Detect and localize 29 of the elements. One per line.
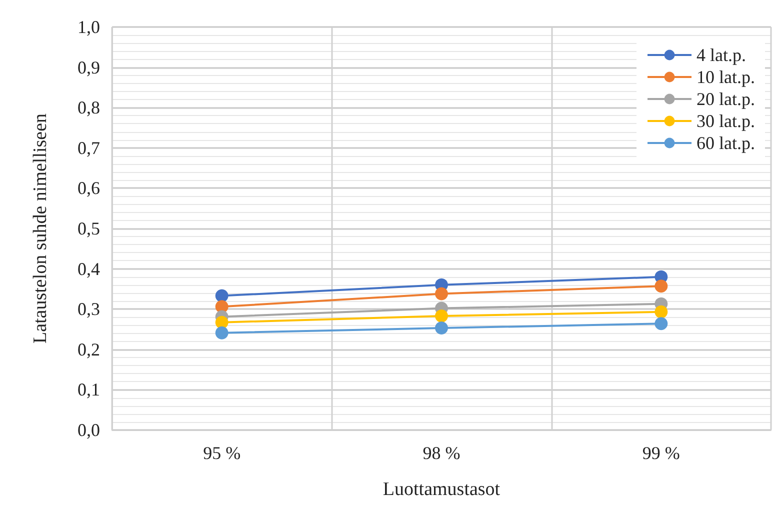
legend-label: 20 lat.p. bbox=[696, 89, 756, 109]
point bbox=[435, 322, 448, 335]
legend-label: 30 lat.p. bbox=[696, 111, 756, 131]
x-tick-label: 98 % bbox=[422, 443, 460, 463]
y-tick-label: 0,7 bbox=[78, 138, 100, 158]
point bbox=[654, 280, 668, 293]
y-tick-label: 0,2 bbox=[78, 339, 100, 360]
x-tick-label: 99 % bbox=[642, 443, 680, 463]
point bbox=[435, 287, 448, 300]
y-tick-label: 0,0 bbox=[78, 420, 100, 440]
point bbox=[654, 305, 668, 318]
y-tick-label: 0,3 bbox=[78, 299, 100, 320]
point bbox=[215, 289, 228, 302]
y-tick-label: 0,4 bbox=[78, 258, 100, 279]
x-axis-title: Luottamustasot bbox=[382, 479, 501, 500]
x-tick-label: 95 % bbox=[203, 443, 241, 463]
legend-label: 10 lat.p. bbox=[696, 67, 756, 87]
y-tick-label: 1,0 bbox=[78, 17, 100, 37]
y-tick-label: 0,8 bbox=[78, 98, 100, 118]
point bbox=[435, 309, 448, 322]
y-tick-label: 0,5 bbox=[78, 218, 100, 238]
y-tick-label: 0,1 bbox=[78, 380, 100, 400]
legend-label: 60 lat.p. bbox=[696, 133, 756, 153]
y-tick-label: 0,6 bbox=[78, 178, 100, 198]
point bbox=[654, 317, 668, 330]
point bbox=[215, 326, 228, 340]
y-tick-label: 0,9 bbox=[78, 57, 100, 78]
y-axis-title: Lataustelon suhde nimelliseen bbox=[30, 112, 51, 344]
legend-label: 4 lat.p. bbox=[696, 45, 746, 65]
